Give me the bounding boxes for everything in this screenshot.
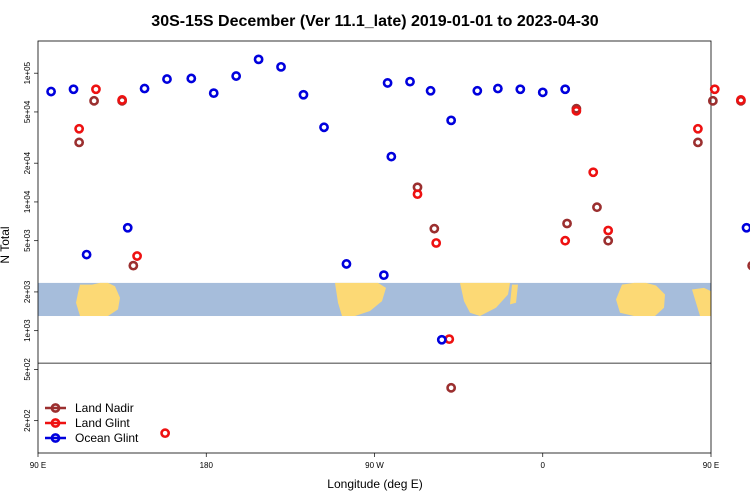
ocean-glint-point <box>231 71 242 81</box>
x-axis-label: Longitude (deg E) <box>327 477 422 491</box>
y-tick-label: 1e+05 <box>23 61 32 84</box>
land-glint-point <box>693 123 703 134</box>
ocean-glint-point <box>68 84 79 95</box>
ocean-glint-point <box>122 222 133 233</box>
land-area <box>692 287 711 317</box>
land-glint-point <box>74 123 85 134</box>
ocean-glint-point <box>46 86 56 97</box>
ocean-glint-point <box>560 84 571 95</box>
land-area <box>460 282 510 317</box>
y-tick-label: 2e+02 <box>23 409 32 432</box>
y-tick-label: 5e+03 <box>23 229 32 252</box>
x-tick-label: 90 W <box>365 461 384 470</box>
y-tick-label: 1e+03 <box>23 319 32 342</box>
y-tick-label: 5e+04 <box>23 100 32 123</box>
ocean-glint-point <box>425 85 436 96</box>
land-nadir-point <box>562 218 572 229</box>
ocean-glint-point <box>492 83 503 94</box>
ocean-glint-point <box>81 249 92 260</box>
plot-frame: 2e+02 5e+02 1e+03 2e+03 5e+03 1e+04 2e+04 5e+04… <box>23 40 719 470</box>
legend-label-land-glint: Land Glint <box>75 416 130 430</box>
data-points <box>46 54 750 439</box>
land-glint-point <box>160 428 171 439</box>
ocean-glint-point <box>436 334 447 345</box>
world-map-band <box>38 282 711 317</box>
ocean-glint-point <box>208 88 219 99</box>
ocean-glint-point <box>386 151 397 162</box>
ocean-glint-point <box>162 74 172 84</box>
land-nadir-point <box>592 202 602 213</box>
land-nadir-point <box>603 235 614 246</box>
ocean-glint-point <box>276 61 286 72</box>
land-nadir-point <box>74 137 85 148</box>
ocean-glint-point <box>446 115 457 126</box>
x-tick-label: 0 <box>541 461 546 470</box>
land-glint-point <box>91 84 101 95</box>
ocean-glint-point <box>186 73 197 84</box>
legend-marker-land-nadir <box>50 403 61 413</box>
y-tick-label: 5e+02 <box>23 358 32 381</box>
ocean-glint-point <box>405 76 415 87</box>
x-tick-label: 90 E <box>703 461 719 470</box>
land-glint-point <box>444 334 455 345</box>
land-glint-point <box>431 238 442 248</box>
land-glint-point <box>571 105 582 116</box>
ocean-glint-point <box>515 84 526 95</box>
land-glint-point <box>412 189 423 200</box>
ocean-glint-point <box>537 87 548 98</box>
ocean-glint-point <box>298 89 309 100</box>
land-glint-point <box>117 95 128 105</box>
legend-label-land-nadir: Land Nadir <box>75 401 134 415</box>
land-nadir-point <box>89 95 99 106</box>
y-tick-label: 2e+03 <box>23 280 32 303</box>
land-area <box>510 284 518 305</box>
legend-marker-ocean-glint <box>50 433 61 443</box>
land-area <box>76 282 120 317</box>
x-tick-label: 90 E <box>30 461 46 470</box>
land-glint-point <box>709 84 720 95</box>
land-nadir-point <box>693 137 703 148</box>
land-nadir-point <box>429 223 440 234</box>
ocean-glint-point <box>341 259 352 269</box>
ocean-glint-point <box>319 122 329 133</box>
land-glint-point <box>588 167 599 178</box>
x-tick-label: 180 <box>200 461 214 470</box>
chart-title: 30S-15S December (Ver 11.1_late) 2019-01… <box>151 13 599 30</box>
ocean-glint-point <box>253 54 264 65</box>
land-glint-point <box>736 95 746 105</box>
land-nadir-point <box>128 260 139 271</box>
y-tick-label: 1e+04 <box>23 190 32 213</box>
ocean-glint-point <box>378 270 389 281</box>
land-nadir-point <box>707 95 718 106</box>
legend-label-ocean-glint: Ocean Glint <box>75 431 139 445</box>
land-nadir-point <box>747 261 750 271</box>
ocean-glint-point <box>139 83 150 94</box>
land-nadir-point <box>446 382 457 393</box>
land-area <box>335 282 386 317</box>
land-glint-point <box>560 235 571 246</box>
land-area <box>616 282 665 317</box>
ocean-glint-point <box>741 222 750 233</box>
y-axis-label: N Total <box>0 226 12 263</box>
ocean-glint-point <box>382 78 393 88</box>
land-glint-point <box>132 251 142 261</box>
legend-marker-land-glint <box>50 418 61 428</box>
land-glint-point <box>603 225 614 236</box>
plot-border <box>37 40 712 454</box>
ocean-glint-point <box>472 85 483 96</box>
y-tick-label: 2e+04 <box>23 151 32 174</box>
